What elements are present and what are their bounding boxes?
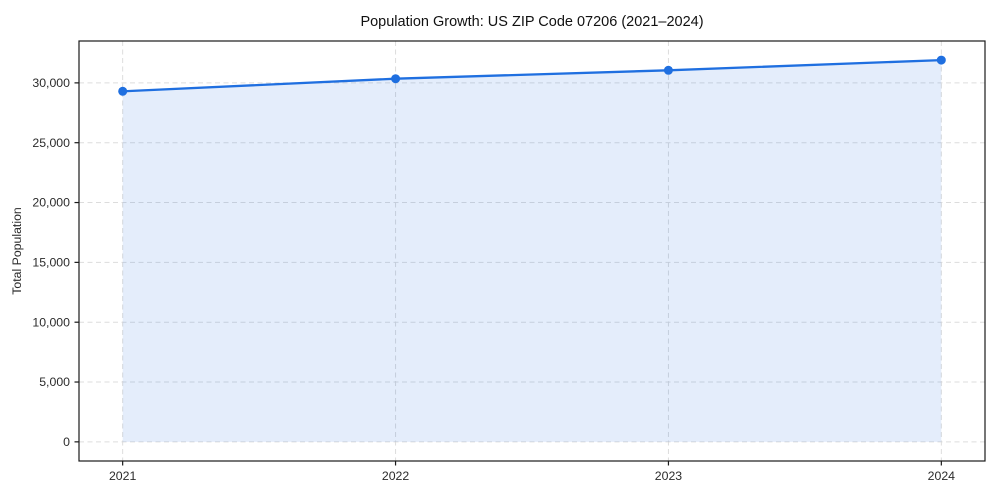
y-tick-label: 20,000 — [32, 196, 70, 210]
chart-title: Population Growth: US ZIP Code 07206 (20… — [360, 14, 703, 30]
y-tick-label: 0 — [63, 435, 70, 449]
plot-border — [78, 40, 986, 462]
x-tick-label: 2023 — [655, 469, 683, 483]
grid-lines — [79, 41, 985, 461]
data-point-marker — [391, 74, 401, 84]
series-line — [121, 58, 943, 93]
y-axis: 0 5,000 10,000 15,000 20,000 25,000 30,000 — [32, 76, 79, 449]
data-point-marker — [936, 55, 946, 65]
x-axis: 2021 2022 2023 2024 — [109, 461, 955, 483]
y-tick-label: 10,000 — [32, 315, 70, 329]
x-tick-label: 2024 — [928, 469, 956, 483]
y-tick-label: 5,000 — [39, 375, 70, 389]
y-tick-label: 30,000 — [32, 76, 70, 90]
data-point-marker — [118, 86, 128, 96]
y-tick-label: 25,000 — [32, 136, 70, 150]
y-tick-label: 15,000 — [32, 256, 70, 270]
series-area-fill — [122, 60, 942, 442]
x-tick-label: 2022 — [382, 469, 410, 483]
data-point-marker — [663, 65, 673, 75]
y-axis-label: Total Population — [10, 207, 24, 295]
x-tick-label: 2021 — [109, 469, 137, 483]
